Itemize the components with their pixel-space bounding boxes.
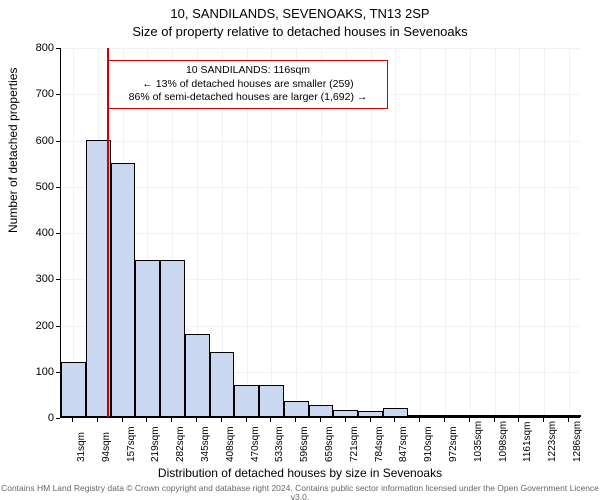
gridline-v — [395, 48, 396, 417]
ytick-label: 300 — [14, 273, 54, 285]
xtick-mark — [320, 418, 321, 422]
ytick-mark — [56, 141, 60, 142]
xtick-label: 1286sqm — [572, 421, 583, 462]
x-axis-label: Distribution of detached houses by size … — [0, 466, 600, 480]
xtick-mark — [568, 418, 569, 422]
ytick-mark — [56, 233, 60, 234]
xtick-label: 1035sqm — [473, 421, 484, 462]
histogram-bar — [135, 260, 160, 417]
ytick-mark — [56, 279, 60, 280]
xtick-mark — [370, 418, 371, 422]
xtick-mark — [122, 418, 123, 422]
xtick-label: 1223sqm — [547, 421, 558, 462]
histogram-bar — [482, 415, 507, 417]
ytick-label: 100 — [14, 366, 54, 378]
histogram-bar — [556, 415, 581, 417]
xtick-label: 659sqm — [324, 426, 335, 462]
histogram-bar — [61, 362, 86, 418]
gridline-v — [495, 48, 496, 417]
histogram-bar — [507, 415, 532, 417]
ytick-mark — [56, 372, 60, 373]
ytick-label: 700 — [14, 88, 54, 100]
xtick-mark — [196, 418, 197, 422]
xtick-label: 345sqm — [200, 426, 211, 462]
annotation-line2: ← 13% of detached houses are smaller (25… — [115, 78, 381, 92]
annotation-box: 10 SANDILANDS: 116sqm← 13% of detached h… — [108, 60, 388, 109]
xtick-label: 282sqm — [175, 426, 186, 462]
xtick-label: 847sqm — [398, 426, 409, 462]
histogram-bar — [333, 410, 358, 417]
xtick-mark — [345, 418, 346, 422]
histogram-bar — [432, 415, 457, 417]
ytick-mark — [56, 48, 60, 49]
ytick-mark — [56, 326, 60, 327]
gridline-v — [544, 48, 545, 417]
gridline-v — [420, 48, 421, 417]
histogram-bar — [160, 260, 185, 417]
xtick-label: 1098sqm — [498, 421, 509, 462]
histogram-bar — [259, 385, 284, 417]
histogram-bar — [408, 415, 433, 417]
ytick-mark — [56, 187, 60, 188]
xtick-mark — [419, 418, 420, 422]
title-address: 10, SANDILANDS, SEVENOAKS, TN13 2SP — [0, 6, 600, 21]
ytick-label: 200 — [14, 320, 54, 332]
xtick-label: 94sqm — [101, 432, 112, 462]
xtick-label: 219sqm — [150, 426, 161, 462]
xtick-label: 157sqm — [126, 426, 137, 462]
footer-attribution: Contains HM Land Registry data © Crown c… — [0, 484, 600, 500]
ytick-label: 400 — [14, 227, 54, 239]
annotation-line3: 86% of semi-detached houses are larger (… — [115, 91, 381, 105]
ytick-label: 600 — [14, 135, 54, 147]
xtick-label: 1161sqm — [522, 422, 533, 462]
ytick-label: 500 — [14, 181, 54, 193]
gridline-v — [470, 48, 471, 417]
xtick-mark — [469, 418, 470, 422]
title-subtitle: Size of property relative to detached ho… — [0, 24, 600, 39]
xtick-mark — [270, 418, 271, 422]
xtick-mark — [221, 418, 222, 422]
xtick-mark — [246, 418, 247, 422]
xtick-label: 470sqm — [250, 426, 261, 462]
xtick-mark — [494, 418, 495, 422]
xtick-mark — [171, 418, 172, 422]
gridline-v — [519, 48, 520, 417]
histogram-bar — [531, 415, 556, 417]
histogram-bar — [383, 408, 408, 417]
xtick-mark — [394, 418, 395, 422]
histogram-bar — [111, 163, 136, 417]
xtick-label: 721sqm — [349, 426, 360, 462]
xtick-mark — [543, 418, 544, 422]
xtick-label: 972sqm — [448, 426, 459, 462]
ytick-label: 0 — [14, 412, 54, 424]
gridline-v — [569, 48, 570, 417]
ytick-label: 800 — [14, 42, 54, 54]
histogram-bar — [309, 405, 334, 417]
xtick-mark — [97, 418, 98, 422]
chart-container: 10, SANDILANDS, SEVENOAKS, TN13 2SP Size… — [0, 0, 600, 500]
histogram-bar — [457, 415, 482, 417]
xtick-label: 596sqm — [299, 426, 310, 462]
xtick-mark — [72, 418, 73, 422]
xtick-label: 31sqm — [76, 432, 87, 462]
gridline-v — [445, 48, 446, 417]
histogram-bar — [210, 352, 235, 417]
xtick-mark — [518, 418, 519, 422]
xtick-label: 533sqm — [274, 426, 285, 462]
xtick-mark — [444, 418, 445, 422]
histogram-bar — [284, 401, 309, 417]
xtick-label: 784sqm — [374, 426, 385, 462]
histogram-bar — [358, 411, 383, 417]
ytick-mark — [56, 94, 60, 95]
xtick-label: 910sqm — [423, 426, 434, 462]
histogram-bar — [234, 385, 259, 417]
xtick-mark — [295, 418, 296, 422]
ytick-mark — [56, 418, 60, 419]
xtick-label: 408sqm — [225, 426, 236, 462]
annotation-line1: 10 SANDILANDS: 116sqm — [115, 64, 381, 78]
xtick-mark — [146, 418, 147, 422]
histogram-bar — [185, 334, 210, 417]
